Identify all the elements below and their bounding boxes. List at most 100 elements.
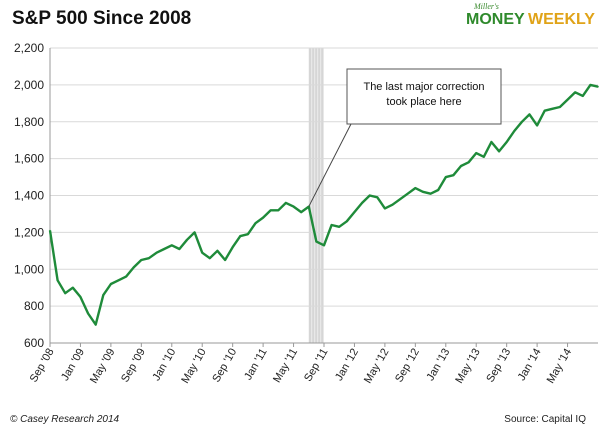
money-weekly-logo: Miller's MONEY WEEKLY	[456, 2, 596, 38]
sp500-data-point	[216, 250, 219, 252]
x-tick-label: May '10	[179, 347, 208, 386]
sp500-data-point	[391, 203, 394, 206]
sp500-data-point	[140, 259, 143, 261]
sp500-data-point	[490, 141, 493, 143]
sp500-data-point	[368, 194, 371, 197]
x-tick-label: Jan '12	[333, 347, 361, 383]
x-tick-label: Jan '10	[150, 347, 178, 383]
sp500-data-point	[224, 259, 226, 261]
callout-text-line: The last major correction	[363, 81, 484, 93]
x-tick-label: Sep '12	[393, 347, 422, 385]
sp500-data-point	[72, 286, 74, 289]
sp500-data-point	[551, 108, 554, 110]
sp500-data-point	[574, 91, 576, 94]
sp500-data-point	[330, 224, 333, 226]
sp500-data-point	[231, 246, 234, 248]
sp500-data-point	[384, 207, 386, 210]
x-tick-label: Sep '13	[484, 346, 513, 384]
sp500-data-point	[193, 231, 196, 234]
sp500-data-point	[346, 220, 348, 223]
sp500-data-point	[247, 233, 249, 236]
sp500-data-point	[460, 165, 462, 167]
sp500-data-point	[566, 98, 569, 101]
sp500-data-point	[125, 275, 127, 278]
sp500-data-point	[209, 257, 211, 259]
y-tick-label: 2,200	[14, 41, 44, 55]
sp500-data-point	[361, 202, 363, 204]
y-tick-label: 1,000	[14, 262, 44, 276]
y-tick-label: 600	[24, 336, 44, 350]
sp500-data-point	[589, 84, 592, 86]
sp500-data-point	[452, 174, 455, 177]
sp500-data-point	[94, 323, 97, 326]
source-note: Source: Capital IQ	[504, 414, 586, 425]
sp500-data-point	[262, 216, 264, 219]
sp500-data-point	[163, 248, 165, 250]
x-tick-label: May '13	[453, 347, 482, 386]
sp500-data-point	[201, 251, 204, 254]
sp500-data-point	[429, 192, 432, 195]
sp500-data-point	[406, 192, 409, 195]
sp500-data-point	[315, 240, 318, 243]
sp500-data-point	[186, 238, 188, 241]
y-tick-label: 2,000	[14, 78, 44, 92]
callout-pointer	[308, 123, 352, 207]
sp500-data-point	[597, 85, 599, 88]
sp500-data-point	[110, 283, 112, 285]
sp500-data-point	[155, 251, 158, 254]
logo-word-weekly: WEEKLY	[528, 11, 595, 28]
sp500-data-point	[285, 202, 287, 204]
sp500-data-point	[117, 279, 120, 282]
sp500-data-point	[475, 152, 478, 154]
sp500-data-point	[338, 226, 341, 228]
x-tick-label: Sep '11	[302, 347, 330, 384]
sp500-data-point	[521, 120, 523, 123]
chart-title: S&P 500 Since 2008	[12, 8, 192, 29]
sp500-data-point	[536, 124, 538, 127]
y-tick-label: 1,600	[14, 152, 44, 166]
x-tick-label: Sep '09	[119, 347, 148, 385]
sp500-data-point	[399, 198, 401, 200]
x-tick-label: May '11	[271, 347, 300, 385]
sp500-data-point	[414, 187, 417, 189]
callout-box	[346, 68, 502, 125]
sp500-data-point	[528, 113, 531, 116]
sp500-data-point	[559, 106, 561, 108]
copyright-note: © Casey Research 2014	[10, 414, 120, 425]
sp500-data-point	[376, 196, 379, 199]
y-tick-label: 1,400	[14, 189, 44, 203]
sp500-data-point	[277, 209, 280, 212]
sp500-data-point	[132, 266, 135, 269]
sp500-data-point	[498, 150, 500, 153]
sp500-data-point	[292, 205, 295, 208]
sp500-data-point	[353, 211, 356, 213]
sp500-data-point	[87, 312, 89, 315]
sp500-data-point	[513, 130, 516, 132]
sp500-data-point	[239, 235, 242, 237]
sp500-data-point	[148, 257, 150, 259]
sp500-data-point	[543, 109, 546, 112]
x-tick-label: May '12	[362, 347, 391, 386]
sp500-data-point	[323, 244, 325, 247]
sp500-data-point	[178, 248, 181, 250]
x-tick-label: Sep '10	[210, 347, 239, 385]
callout-text-line: took place here	[386, 96, 461, 108]
sp500-data-point	[444, 176, 447, 178]
y-tick-label: 1,800	[14, 115, 44, 129]
sp500-data-point	[79, 296, 82, 298]
x-tick-label: Sep '08	[28, 347, 57, 385]
sp500-data-point	[300, 211, 302, 213]
sp500-data-point	[64, 292, 67, 295]
sp500-data-point	[170, 244, 173, 247]
sp500-data-point	[483, 155, 485, 158]
x-tick-label: May '09	[88, 347, 117, 386]
sp500-data-point	[581, 95, 584, 97]
sp500-data-point	[505, 141, 508, 143]
sp500-data-point	[437, 189, 439, 191]
logo-word-money: MONEY	[466, 11, 525, 28]
x-tick-label: Jan '14	[516, 347, 544, 383]
sp500-data-point	[269, 209, 272, 212]
sp500-data-point	[102, 294, 105, 296]
x-tick-label: Jan '11	[242, 347, 270, 383]
